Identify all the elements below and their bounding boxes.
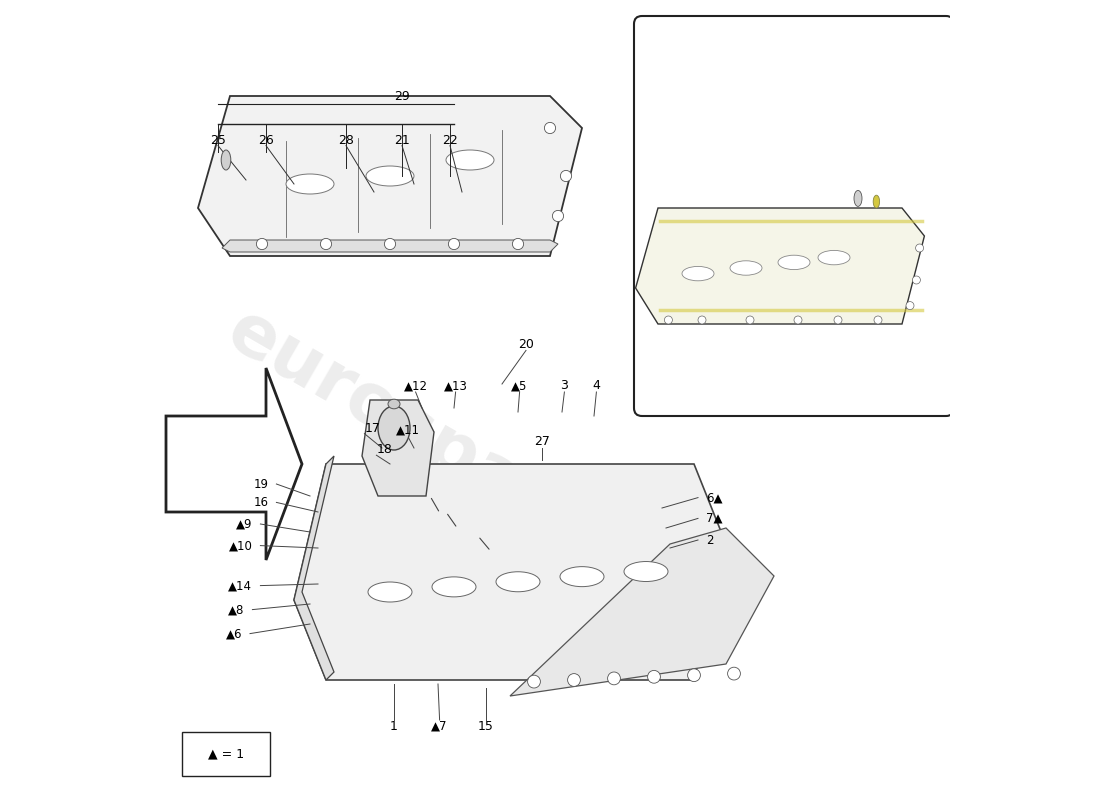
Ellipse shape xyxy=(446,150,494,170)
Circle shape xyxy=(320,238,331,250)
Polygon shape xyxy=(294,456,334,680)
Text: 22: 22 xyxy=(442,134,458,146)
Ellipse shape xyxy=(432,577,476,597)
Polygon shape xyxy=(166,368,302,560)
Text: 4: 4 xyxy=(593,379,601,392)
Ellipse shape xyxy=(560,566,604,586)
Text: 6▲: 6▲ xyxy=(706,491,723,504)
Bar xyxy=(182,732,270,776)
Text: ▲11: ▲11 xyxy=(396,423,419,436)
Text: 23: 23 xyxy=(846,78,862,90)
Text: 28: 28 xyxy=(338,134,354,146)
Circle shape xyxy=(256,238,267,250)
Circle shape xyxy=(607,672,620,685)
Circle shape xyxy=(906,302,914,310)
FancyBboxPatch shape xyxy=(634,16,954,416)
Ellipse shape xyxy=(818,250,850,265)
Text: 26: 26 xyxy=(762,78,778,90)
Circle shape xyxy=(648,670,660,683)
Ellipse shape xyxy=(778,255,810,270)
Text: ▲8: ▲8 xyxy=(228,603,244,616)
Circle shape xyxy=(912,276,921,284)
Ellipse shape xyxy=(366,166,414,186)
Ellipse shape xyxy=(221,150,231,170)
Circle shape xyxy=(513,238,524,250)
Text: 26: 26 xyxy=(258,134,274,146)
Circle shape xyxy=(698,316,706,324)
Circle shape xyxy=(528,675,540,688)
Ellipse shape xyxy=(682,266,714,281)
Text: 27: 27 xyxy=(535,435,550,448)
Ellipse shape xyxy=(873,195,880,208)
Text: ▲ = 1: ▲ = 1 xyxy=(208,747,244,761)
Text: 22: 22 xyxy=(667,78,682,90)
Text: ▲12: ▲12 xyxy=(404,379,428,392)
Polygon shape xyxy=(222,240,558,252)
Text: 21: 21 xyxy=(698,78,714,90)
Circle shape xyxy=(560,170,572,182)
Text: 18: 18 xyxy=(376,443,393,456)
Text: 19: 19 xyxy=(253,478,268,490)
Text: ▲9: ▲9 xyxy=(235,518,252,530)
Text: 29: 29 xyxy=(394,90,410,102)
Text: ▲13: ▲13 xyxy=(443,379,468,392)
Polygon shape xyxy=(362,400,435,496)
Text: 25: 25 xyxy=(210,134,225,146)
Polygon shape xyxy=(198,96,582,256)
Text: 2: 2 xyxy=(706,534,714,546)
Polygon shape xyxy=(510,528,774,696)
Text: 15: 15 xyxy=(478,720,494,733)
Text: 16: 16 xyxy=(253,496,268,509)
Circle shape xyxy=(544,122,556,134)
Ellipse shape xyxy=(286,174,334,194)
Circle shape xyxy=(688,669,701,682)
Circle shape xyxy=(449,238,460,250)
Text: Old solution: Old solution xyxy=(747,381,842,395)
Circle shape xyxy=(874,316,882,324)
Text: 17: 17 xyxy=(364,422,381,434)
Text: ▲14: ▲14 xyxy=(229,579,252,592)
Circle shape xyxy=(915,244,924,252)
Circle shape xyxy=(727,667,740,680)
Text: ▲10: ▲10 xyxy=(229,539,252,552)
Circle shape xyxy=(568,674,581,686)
Text: 7▲: 7▲ xyxy=(706,512,723,525)
Ellipse shape xyxy=(388,399,400,409)
Text: 25: 25 xyxy=(730,78,746,90)
Ellipse shape xyxy=(378,406,410,450)
Circle shape xyxy=(552,210,563,222)
Circle shape xyxy=(384,238,396,250)
Text: 3: 3 xyxy=(561,379,569,392)
Text: Soluzione superata: Soluzione superata xyxy=(718,365,869,379)
Circle shape xyxy=(834,316,842,324)
Polygon shape xyxy=(294,464,726,680)
Text: 1: 1 xyxy=(390,720,398,733)
Text: ▲7: ▲7 xyxy=(431,720,448,733)
Polygon shape xyxy=(636,208,924,324)
Text: a passion for parts since 1984: a passion for parts since 1984 xyxy=(339,537,570,583)
Ellipse shape xyxy=(854,190,862,206)
Text: 21: 21 xyxy=(394,134,410,146)
Circle shape xyxy=(664,316,672,324)
Text: 24: 24 xyxy=(810,78,826,90)
Text: eurospares: eurospares xyxy=(214,296,645,584)
Ellipse shape xyxy=(368,582,412,602)
Circle shape xyxy=(794,316,802,324)
Ellipse shape xyxy=(730,261,762,275)
Circle shape xyxy=(746,316,754,324)
Text: ▲6: ▲6 xyxy=(226,627,242,640)
Ellipse shape xyxy=(624,562,668,582)
Text: ▲5: ▲5 xyxy=(512,379,528,392)
Text: 20: 20 xyxy=(518,338,534,350)
Ellipse shape xyxy=(496,572,540,592)
